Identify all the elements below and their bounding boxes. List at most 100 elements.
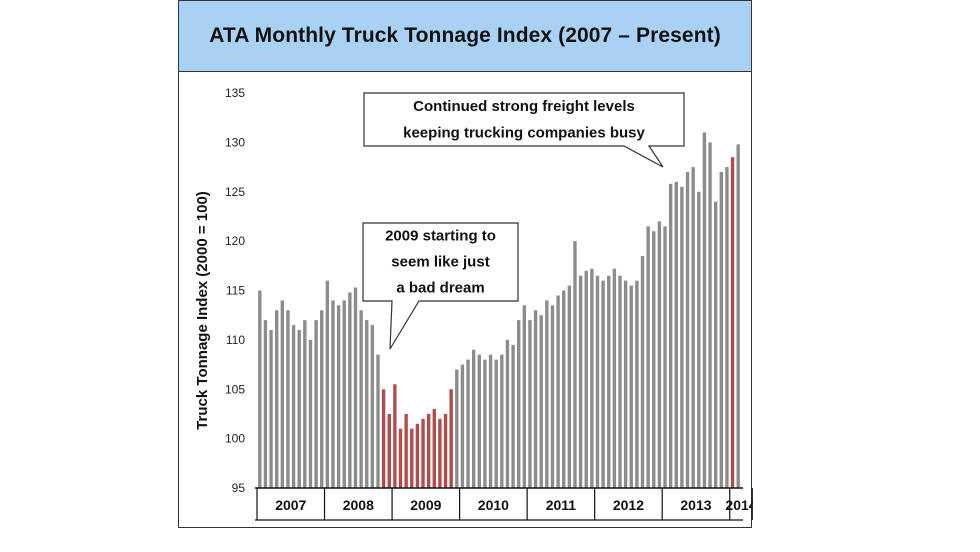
callout-freight-note-line: keeping trucking companies busy [403, 125, 645, 142]
bar [573, 241, 577, 488]
bar [500, 354, 504, 488]
bar [342, 300, 346, 488]
bar [652, 231, 656, 488]
bar [398, 428, 403, 488]
bar [466, 359, 470, 488]
bar [623, 280, 628, 488]
bar [455, 369, 459, 488]
y-tick-label: 100 [225, 432, 245, 446]
bar [393, 384, 397, 488]
bar [533, 310, 538, 488]
bar [668, 183, 673, 488]
y-tick-label: 110 [226, 333, 245, 347]
bar [522, 305, 527, 488]
bar [646, 226, 650, 488]
bar [635, 280, 639, 488]
bar [528, 320, 532, 488]
bar [663, 226, 667, 488]
bar [387, 413, 391, 488]
bar [381, 389, 386, 488]
bar [713, 201, 718, 488]
bar [477, 354, 481, 488]
bar [708, 142, 712, 488]
bar [736, 144, 740, 488]
y-tick-label: 105 [225, 382, 245, 396]
bar [314, 320, 318, 488]
x-year-label: 2008 [343, 497, 374, 513]
bar [680, 186, 684, 488]
bar [404, 413, 408, 488]
bar [618, 275, 622, 488]
bar [556, 295, 560, 488]
callout-2009-note-line: 2009 starting to [385, 228, 496, 245]
bar [697, 191, 701, 488]
x-year-label: 2007 [275, 497, 306, 513]
x-year-label: 2010 [478, 497, 509, 513]
chart-svg: 135 130 125 120 115 110 105 100 95 Truck Tonnage … [194, 86, 753, 521]
bar [348, 292, 352, 488]
bar [269, 330, 273, 488]
bar [258, 290, 262, 488]
bar [325, 280, 330, 488]
x-year-label: 2012 [613, 497, 644, 513]
bar [595, 275, 600, 488]
callout-freight-note-line: Continued strong freight levels [413, 98, 635, 115]
x-year-label: 2014 [725, 497, 753, 513]
bar [280, 300, 285, 488]
bar [719, 172, 723, 488]
bar [320, 310, 324, 488]
bar [443, 413, 448, 488]
bar [550, 305, 555, 488]
bar [370, 325, 375, 488]
bar [471, 349, 476, 488]
callout-2009-note-line: seem like just [391, 254, 489, 271]
bar [376, 354, 380, 488]
bar [545, 300, 549, 488]
x-year-label: 2013 [680, 497, 711, 513]
bar [410, 428, 414, 488]
y-axis-title: Truck Tonnage Index (2000 = 100) [194, 191, 211, 430]
bar [730, 157, 735, 488]
callout-freight-note-shape [363, 92, 685, 168]
callout-freight-note: Continued strong freight levels keeping t… [363, 92, 685, 168]
callout-2009-note-line: a bad dream [396, 280, 484, 297]
bar [336, 305, 341, 488]
bar [601, 280, 605, 488]
bar [275, 310, 279, 488]
bar [640, 255, 645, 488]
bar [590, 268, 594, 488]
bar [584, 270, 588, 488]
chart-frame: ATA Monthly Truck Tonnage Index (2007 – … [178, 0, 753, 528]
y-tick-label: 120 [225, 234, 245, 248]
bar [685, 172, 690, 488]
bar [539, 315, 543, 488]
bar [426, 413, 431, 488]
bar [297, 330, 301, 488]
bar [578, 275, 583, 488]
y-tick-label: 95 [232, 481, 246, 495]
bar [303, 320, 307, 488]
bar [607, 275, 611, 488]
bar [725, 167, 729, 488]
bar [483, 359, 487, 488]
bar [263, 320, 268, 488]
y-tick-label: 125 [225, 185, 245, 199]
bar [612, 268, 617, 488]
bar [421, 418, 425, 488]
bar [511, 344, 515, 488]
bar [432, 409, 436, 488]
bar [353, 287, 358, 488]
bar [702, 132, 707, 488]
bar [562, 290, 566, 488]
bar [291, 325, 296, 488]
chart-title-band: ATA Monthly Truck Tonnage Index (2007 – … [179, 1, 751, 72]
bar [494, 359, 498, 488]
bar [308, 339, 313, 488]
bar [567, 285, 572, 488]
bar [505, 339, 510, 488]
bar [286, 310, 290, 488]
bar [657, 221, 662, 488]
bar [460, 364, 465, 488]
x-year-label: 2009 [410, 497, 441, 513]
bar [438, 418, 442, 488]
